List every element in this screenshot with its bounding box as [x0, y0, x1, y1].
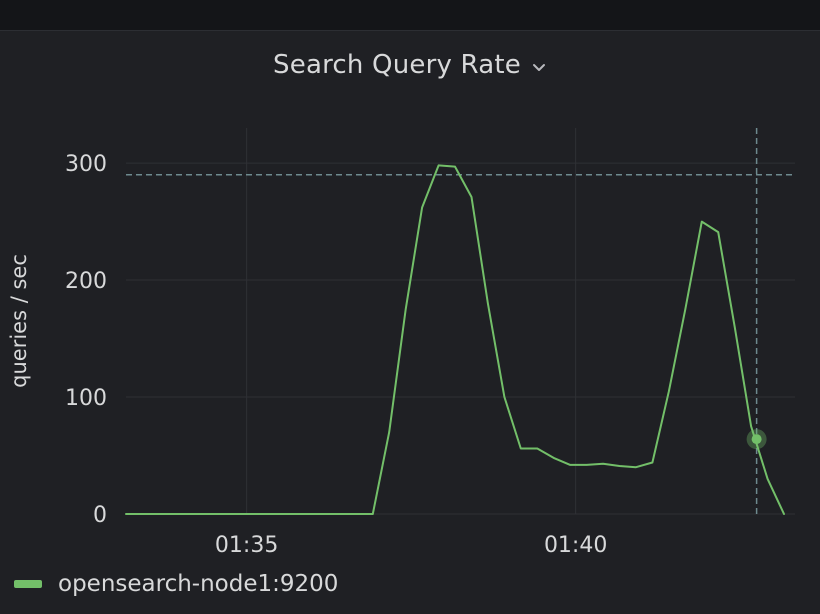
series-line-0[interactable] — [125, 164, 785, 515]
y-tick-label: 0 — [93, 503, 107, 528]
y-tick-label: 200 — [65, 269, 107, 294]
hover-point[interactable] — [751, 434, 762, 445]
legend[interactable]: opensearch-node1:9200 — [14, 566, 338, 602]
y-axis-label: queries / sec — [7, 254, 31, 388]
chevron-down-icon[interactable] — [531, 60, 547, 76]
dashboard-top-bar — [0, 0, 820, 31]
y-tick-label: 300 — [65, 152, 107, 177]
legend-swatch — [14, 580, 42, 588]
panel-title[interactable]: Search Query Rate — [273, 50, 521, 80]
panel-header[interactable]: Search Query Rate — [0, 47, 820, 83]
y-tick-label: 100 — [65, 386, 107, 411]
x-tick-label: 01:35 — [215, 533, 278, 558]
legend-label-series-0[interactable]: opensearch-node1:9200 — [58, 571, 339, 597]
x-tick-label: 01:40 — [544, 533, 607, 558]
